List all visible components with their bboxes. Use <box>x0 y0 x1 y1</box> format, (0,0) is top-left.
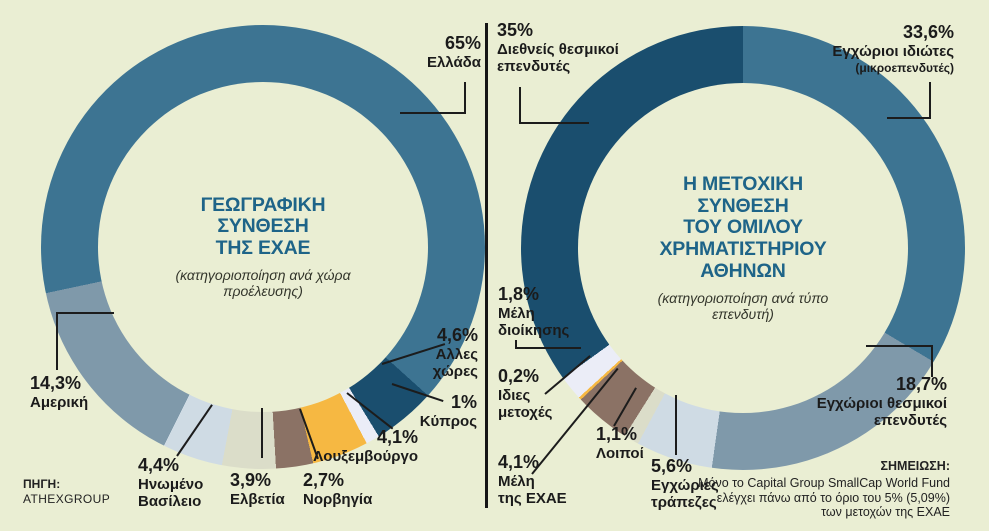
callout-america-label: Αμερική <box>30 394 89 412</box>
leader-line-intl-v <box>519 87 521 124</box>
callout-banks-value: 5,6% <box>651 456 693 476</box>
leader-line-america-v <box>56 312 58 370</box>
leader-line-dominst-v <box>931 345 933 377</box>
donut-right-hole: Η ΜΕΤΟΧΙΚΗ ΣΥΝΘΕΣΗ ΤΟΥ ΟΜΙΛΟΥ ΧΡΗΜΑΤΙΣΤΗ… <box>578 83 908 413</box>
callout-lux-value: 4,1% <box>376 427 418 447</box>
callout-retail-label: Εγχώριοι ιδιώτες <box>832 43 954 61</box>
callout-own-shares: 0,2% Ιδιες μετοχές <box>498 366 588 422</box>
leader-line-switzerland <box>261 408 263 458</box>
leader-line-america-h <box>56 312 114 314</box>
callout-domestic-retail: 33,6% Εγχώριοι ιδιώτες (μικροεπενδυτές) <box>804 22 954 75</box>
callout-america: 14,3% Αμερική <box>30 373 150 412</box>
callout-switzerland: 3,9% Ελβετία <box>230 470 330 509</box>
callout-uk-label: Ηνωμένο Βασίλειο <box>138 476 204 510</box>
callout-otherc-label: Αλλες χώρες <box>432 346 478 380</box>
source-value: ATHEXGROUP <box>23 492 111 506</box>
callout-retail-sublabel: (μικροεπενδυτές) <box>855 60 954 75</box>
callout-greece: 65% Ελλάδα <box>381 33 481 72</box>
callout-exae-members: 4,1% Μέλη της ΕΧΑΕ <box>498 452 588 508</box>
callout-luxembourg: 4,1% Λουξεμβούργο <box>298 427 418 466</box>
callout-lux-label: Λουξεμβούργο <box>313 448 418 466</box>
donut-left-hole: ΓΕΩΓΡΑΦΙΚΗ ΣΥΝΘΕΣΗ ΤΗΣ ΕΧΑΕ (κατηγοριοπο… <box>98 82 428 412</box>
callout-dominst-value: 18,7% <box>895 374 947 394</box>
vertical-divider <box>485 23 488 508</box>
leader-line-dominst-h <box>866 345 933 347</box>
leader-line-retail-v <box>929 82 931 119</box>
note-text: Μόνο το Capital Group SmallCap World Fun… <box>698 475 950 520</box>
leader-line-greece-v <box>464 82 466 114</box>
callout-own-value: 0,2% <box>498 366 540 386</box>
callout-management-members: 1,8% Μέλη διοίκησης <box>498 284 588 340</box>
callout-mgmt-label: Μέλη διοίκησης <box>498 305 570 339</box>
callout-loipoi-label: Λοιποί <box>596 445 644 463</box>
chart-subtitle-left: (κατηγοριοποίηση ανά χώρα προέλευσης) <box>175 267 351 300</box>
callout-retail-value: 33,6% <box>902 22 954 42</box>
note-block: ΣΗΜΕΙΩΣΗ: Μόνο το Capital Group SmallCap… <box>647 459 950 520</box>
chart-title-right: Η ΜΕΤΟΧΙΚΗ ΣΥΝΘΕΣΗ ΤΟΥ ΟΜΙΛΟΥ ΧΡΗΜΑΤΙΣΤΗ… <box>659 172 827 283</box>
leader-line-intl-h <box>519 122 589 124</box>
donut-chart-geographic: ΓΕΩΓΡΑΦΙΚΗ ΣΥΝΘΕΣΗ ΤΗΣ ΕΧΑΕ (κατηγοριοπο… <box>41 25 485 469</box>
callout-loipoi-value: 1,1% <box>596 424 638 444</box>
callout-domestic-banks: 5,6% Εγχώριες τράπεζες <box>651 456 751 512</box>
leader-line-mgmt-h <box>515 347 581 349</box>
leader-line-banks <box>675 395 677 455</box>
chart-subtitle-right: (κατηγοριοποίηση ανά τύπο επενδυτή) <box>657 289 829 323</box>
callout-cyprus: 1% Κύπρος <box>397 392 477 431</box>
callout-domestic-institutional: 18,7% Εγχώριοι θεσμικοί επενδυτές <box>797 374 947 430</box>
callout-members-label: Μέλη της ΕΧΑΕ <box>498 473 567 507</box>
chart-title-left: ΓΕΩΓΡΑΦΙΚΗ ΣΥΝΘΕΣΗ ΤΗΣ ΕΧΑΕ <box>200 193 326 260</box>
callout-norway-value: 2,7% <box>303 470 345 490</box>
callout-intl-value: 35% <box>497 20 534 40</box>
leader-line-mgmt-v <box>515 340 517 349</box>
callout-otherc-value: 4,6% <box>436 325 478 345</box>
callout-united-kingdom: 4,4% Ηνωμένο Βασίλειο <box>138 455 248 511</box>
callout-intl-label: Διεθνείς θεσμικοί επενδυτές <box>497 41 619 75</box>
callout-cyprus-value: 1% <box>450 392 477 412</box>
callout-international-institutional: 35% Διεθνείς θεσμικοί επενδυτές <box>497 20 647 76</box>
callout-mgmt-value: 1,8% <box>498 284 540 304</box>
callout-members-value: 4,1% <box>498 452 540 472</box>
callout-norway-label: Νορβηγία <box>303 491 373 509</box>
leader-line-retail-h <box>887 117 931 119</box>
note-label: ΣΗΜΕΙΩΣΗ: <box>880 459 950 473</box>
callout-banks-label: Εγχώριες τράπεζες <box>651 477 719 511</box>
callout-uk-value: 4,4% <box>138 455 180 475</box>
source-label: ΠΗΓΗ: <box>23 477 61 491</box>
callout-other-countries: 4,6% Αλλες χώρες <box>398 325 478 381</box>
callout-greece-value: 65% <box>444 33 481 53</box>
callout-america-value: 14,3% <box>30 373 82 393</box>
leader-line-greece-h <box>400 112 466 114</box>
callout-swiss-value: 3,9% <box>230 470 272 490</box>
callout-norway: 2,7% Νορβηγία <box>303 470 413 509</box>
callout-cyprus-label: Κύπρος <box>419 413 477 431</box>
callout-dominst-label: Εγχώριοι θεσμικοί επενδυτές <box>816 395 947 429</box>
callout-greece-label: Ελλάδα <box>426 54 481 72</box>
callout-others: 1,1% Λοιποί <box>596 424 676 463</box>
callout-swiss-label: Ελβετία <box>230 491 285 509</box>
callout-own-label: Ιδιες μετοχές <box>498 387 553 421</box>
source-block: ΠΗΓΗ: ATHEXGROUP <box>23 477 110 507</box>
